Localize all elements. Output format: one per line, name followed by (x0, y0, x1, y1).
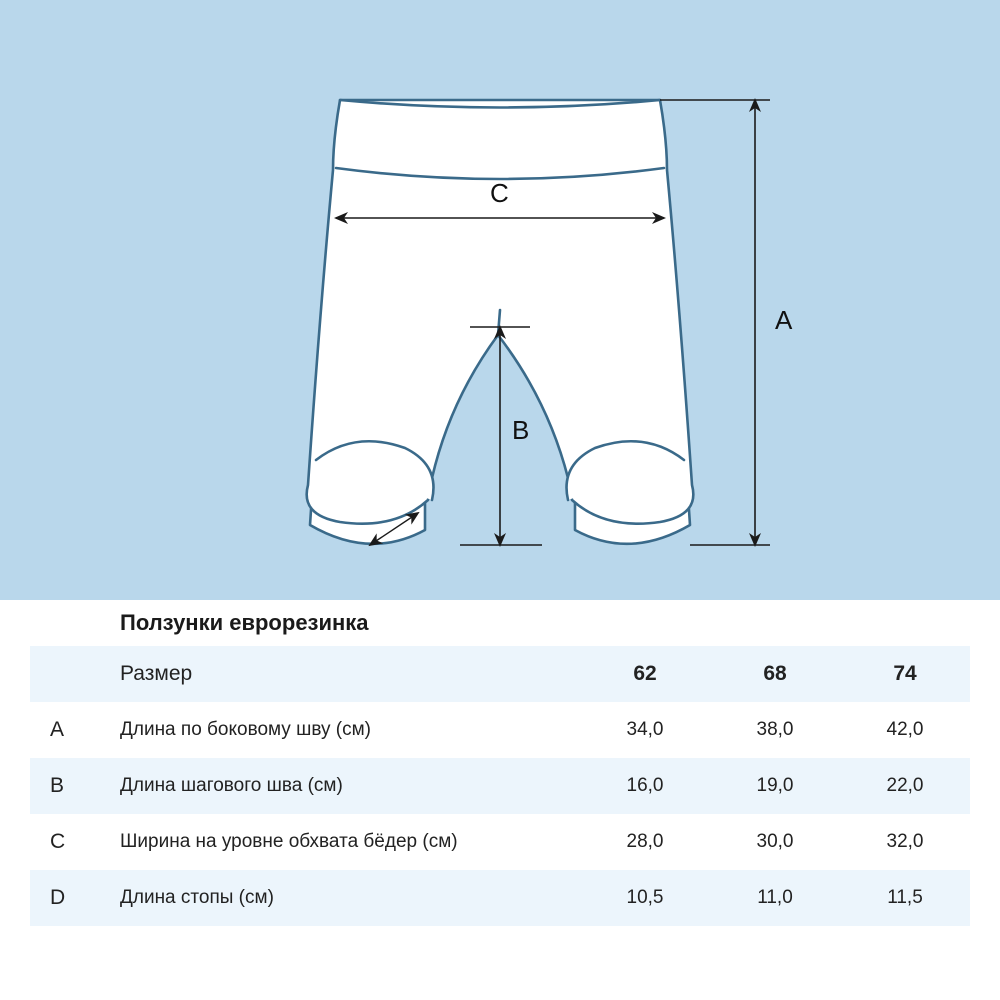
table-row: D Длина стопы (см) 10,5 11,0 11,5 (30, 870, 970, 926)
dim-label-a: A (775, 305, 792, 336)
size-table-area: Ползунки еврорезинка Размер 62 68 74 A Д… (0, 600, 1000, 926)
row-val: 19,0 (710, 758, 840, 814)
table-title: Ползунки еврорезинка (30, 600, 970, 646)
dim-label-c: C (490, 178, 509, 209)
table-row: B Длина шагового шва (см) 16,0 19,0 22,0 (30, 758, 970, 814)
row-val: 11,5 (840, 870, 970, 926)
row-val: 28,0 (580, 814, 710, 870)
row-val: 30,0 (710, 814, 840, 870)
row-val: 22,0 (840, 758, 970, 814)
row-label: Длина шагового шва (см) (90, 758, 580, 814)
row-val: 11,0 (710, 870, 840, 926)
row-val: 10,5 (580, 870, 710, 926)
header-size-2: 74 (840, 646, 970, 702)
size-table: Размер 62 68 74 A Длина по боковому шву … (30, 646, 970, 926)
diagram-svg (0, 0, 1000, 600)
dim-label-b: B (512, 415, 529, 446)
row-val: 32,0 (840, 814, 970, 870)
table-row: A Длина по боковому шву (см) 34,0 38,0 4… (30, 702, 970, 758)
table-header-row: Размер 62 68 74 (30, 646, 970, 702)
row-val: 34,0 (580, 702, 710, 758)
header-size-1: 68 (710, 646, 840, 702)
row-val: 38,0 (710, 702, 840, 758)
row-code: A (30, 702, 90, 758)
diagram-area: A C B (0, 0, 1000, 600)
row-label: Длина стопы (см) (90, 870, 580, 926)
row-val: 42,0 (840, 702, 970, 758)
row-code: C (30, 814, 90, 870)
row-code: D (30, 870, 90, 926)
table-row: C Ширина на уровне обхвата бёдер (см) 28… (30, 814, 970, 870)
row-code: B (30, 758, 90, 814)
header-size-0: 62 (580, 646, 710, 702)
row-label: Длина по боковому шву (см) (90, 702, 580, 758)
header-label: Размер (90, 646, 580, 702)
row-label: Ширина на уровне обхвата бёдер (см) (90, 814, 580, 870)
row-val: 16,0 (580, 758, 710, 814)
